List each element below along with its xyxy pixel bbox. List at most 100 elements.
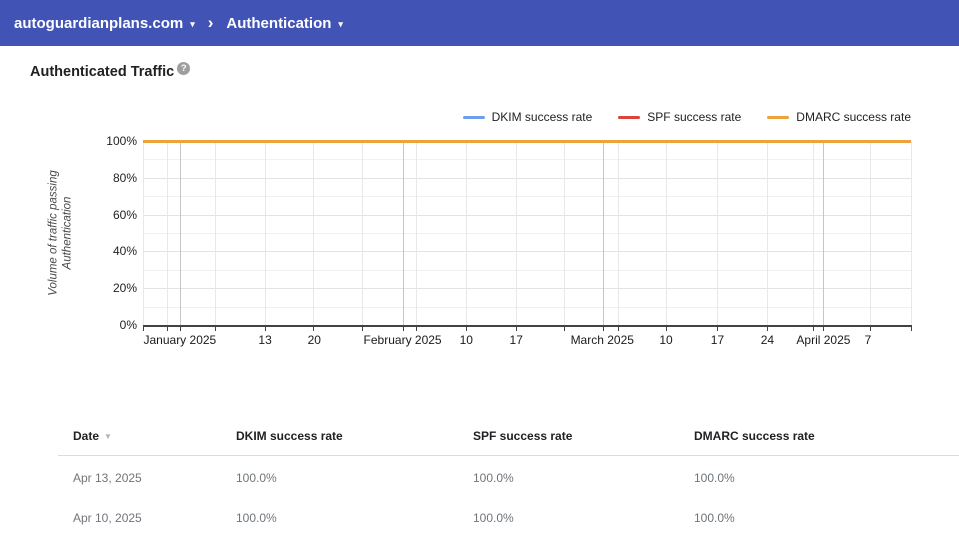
gridline [767,141,769,325]
gridline [143,233,911,234]
y-axis-tick-label: 80% [112,170,137,185]
x-axis-tick-label: 24 [760,333,775,347]
legend-swatch [767,115,790,119]
sort-descending-icon: ▼ [104,432,112,441]
x-axis-tick-label: 17 [509,333,523,347]
gridline [215,141,217,325]
x-axis-tick-label: January 2025 [143,333,217,347]
table-header-divider [58,455,959,456]
gridline [143,288,911,290]
column-header-dkim-success-rate[interactable]: DKIM success rate [236,428,343,444]
x-axis-tick-mark [415,325,417,331]
column-header-spf-success-rate[interactable]: SPF success rate [473,428,572,444]
column-header-label: SPF success rate [473,429,573,443]
gridline [618,141,620,325]
legend-swatch [618,115,641,119]
y-axis-tick-label: 20% [112,281,137,296]
topbar: autoguardianplans.com ▾ › Authentication… [0,0,959,46]
dropdown-caret-icon: ▾ [190,18,195,29]
y-axis-title: Volume of traffic passing Authentication [44,141,78,325]
table-row: Apr 13, 2025 100.0% 100.0% 100.0% [0,470,959,486]
chart-legend: DKIM success rate SPF success rate DMARC s… [462,110,911,124]
domain-selector[interactable]: autoguardianplans.com ▾ [14,15,195,32]
x-axis-tick-mark [870,325,872,331]
chart-plot-area[interactable] [143,139,912,331]
gridline [143,251,911,253]
gridline [166,141,168,325]
legend-label: SPF success rate [647,110,742,124]
gridline [603,141,605,325]
x-axis-tick-mark [767,325,769,331]
x-axis-tick-mark [716,325,718,331]
x-axis-tick-mark [822,325,824,331]
table-cell: 100.0% [473,471,514,485]
x-axis-tick-mark [603,325,605,331]
x-axis-tick-mark [666,325,667,331]
section-selector[interactable]: Authentication ▾ [226,15,343,32]
legend-item-dmarc-success-rate: DMARC success rate [767,110,911,124]
gridline [179,141,181,325]
table-cell: 100.0% [236,511,277,525]
x-axis-tick-mark [403,325,405,331]
x-axis-tick-label: 10 [459,333,473,347]
x-axis-tick-mark [312,325,314,331]
x-axis-tick-label: April 2025 [796,333,851,347]
table-cell: Apr 10, 2025 [73,511,142,525]
traffic-table: Date ▼ DKIM success rate SPF success rate DM… [0,420,959,540]
gridline [516,141,518,325]
gridline [911,141,912,325]
gridline [563,141,565,325]
x-axis-tick-label: 17 [710,333,725,347]
x-axis-tick-label: 7 [864,333,872,347]
gridline [143,196,911,198]
chevron-right-icon: › [207,12,214,32]
x-axis-tick-mark [911,325,912,331]
table-cell: 100.0% [694,511,735,525]
table-cell: 100.0% [694,471,735,485]
gridline [812,141,814,325]
gridline [143,141,144,325]
column-header-label: DKIM success rate [236,429,343,443]
help-icon[interactable]: ? [177,62,191,75]
x-axis-tick-mark [563,325,565,331]
dropdown-caret-icon: ▾ [338,18,343,29]
x-axis: January 2025 13 20 February 2025 10 17 March 2… [143,333,911,349]
x-axis-tick-mark [466,325,468,331]
series-line-dmarc-success-rate [143,139,911,143]
y-axis-tick-label: 40% [112,244,137,259]
column-header-label: DMARC success rate [694,429,815,443]
table-row: Apr 10, 2025 100.0% 100.0% 100.0% [0,510,959,526]
gridline [143,214,911,216]
x-axis-tick-label: 10 [659,333,673,347]
x-axis-tick-mark [215,325,217,331]
x-axis-tick-label: March 2025 [570,333,634,347]
y-axis-title-line2: Authentication [61,196,73,270]
x-axis-tick-label: 20 [307,333,321,347]
x-axis-tick-mark [166,325,168,331]
gridline [265,141,267,325]
gridline [870,141,872,325]
page-title: Authenticated Traffic [30,64,175,80]
x-axis-tick-mark [361,325,363,331]
gridline [143,159,911,161]
table-cell: 100.0% [236,471,277,485]
x-axis-tick-mark [265,325,267,331]
gridline [716,141,718,325]
y-axis-tick-label: 100% [106,134,137,148]
gridline [466,141,468,325]
legend-swatch [462,115,485,119]
gridline [312,141,314,325]
section-selector-label: Authentication [226,14,332,32]
gridline [143,177,911,179]
y-axis: 100% 80% 60% 40% 20% 0% [85,135,137,331]
column-header-dmarc-success-rate[interactable]: DMARC success rate [694,428,815,444]
gridline [143,306,911,308]
x-axis-tick-mark [143,325,144,331]
gridline [666,141,667,325]
gridline [822,141,824,325]
column-header-date[interactable]: Date ▼ [73,428,112,445]
y-axis-tick-label: 60% [112,207,137,222]
legend-item-dkim-success-rate: DKIM success rate [462,110,592,124]
y-axis-title-line1: Volume of traffic passing [47,170,60,296]
x-axis-tick-label: 13 [258,333,272,347]
